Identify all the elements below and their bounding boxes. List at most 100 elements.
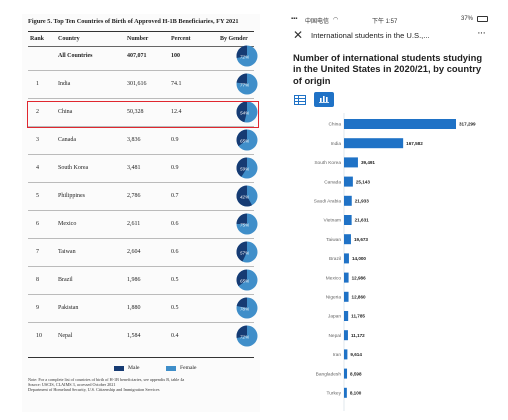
pie-male-slice xyxy=(236,101,247,123)
pie-female-label: 57% xyxy=(240,251,249,256)
gender-pie: 42% xyxy=(236,185,258,207)
category-label: Mexico xyxy=(326,275,342,281)
gender-pie: 72% xyxy=(236,325,258,347)
category-label: Iran xyxy=(333,352,342,358)
bar xyxy=(344,349,348,360)
cell-percent: 100 xyxy=(171,53,180,59)
row-divider xyxy=(28,210,254,211)
table-header: Rank Country Number Percent By Gender xyxy=(28,34,254,46)
pie-female-label: 42% xyxy=(240,195,249,200)
category-label: Nepal xyxy=(328,333,341,339)
more-icon[interactable]: ··· xyxy=(477,27,486,39)
source-note: Note: For a complete list of countries o… xyxy=(28,377,258,392)
page-title-bar: International students in the U.S.,... xyxy=(311,31,430,40)
row-divider xyxy=(28,294,254,295)
table-icon[interactable] xyxy=(294,95,306,105)
cell-percent: 74.1 xyxy=(171,81,182,87)
category-label: South Korea xyxy=(314,160,341,166)
cell-rank: 6 xyxy=(36,221,39,227)
header-country: Country xyxy=(58,36,80,42)
cell-rank: 8 xyxy=(36,277,39,283)
bar-chart: China 317,299 India 167,582 South Korea 39,49… xyxy=(314,113,476,411)
bar xyxy=(344,215,352,225)
table-row: 4 South Korea 3,481 0.9 59% xyxy=(28,154,258,182)
battery-label: 37% xyxy=(461,16,474,22)
row-divider xyxy=(28,322,254,323)
pie-male-slice xyxy=(236,269,247,287)
carrier-label: 中国电信 xyxy=(305,19,330,25)
battery-icon xyxy=(477,16,488,22)
value-label: 11,785 xyxy=(351,314,365,319)
pie-male-slice xyxy=(236,325,247,338)
pie-male-slice xyxy=(236,73,247,84)
bar xyxy=(344,272,349,283)
row-divider xyxy=(28,98,254,99)
cell-country: Mexico xyxy=(58,221,77,227)
cell-number: 3,481 xyxy=(127,165,141,171)
bar xyxy=(344,157,358,168)
highlight-box xyxy=(27,101,259,128)
pie-female-label: 72% xyxy=(240,335,249,340)
value-label: 167,582 xyxy=(406,141,423,146)
value-label: 9,614 xyxy=(350,352,362,357)
value-label: 21,933 xyxy=(355,199,369,204)
value-label: 317,299 xyxy=(459,122,476,127)
gender-pie: 54% xyxy=(236,101,258,123)
cell-number: 1,880 xyxy=(127,305,141,311)
close-icon[interactable]: ✕ xyxy=(293,28,304,42)
bar xyxy=(344,195,352,206)
cell-number: 301,616 xyxy=(127,81,147,87)
table-row: 8 Brazil 1,986 0.5 65% xyxy=(28,266,258,294)
pie-male-slice xyxy=(236,241,247,262)
cell-number: 2,611 xyxy=(127,221,141,227)
bar xyxy=(344,176,353,187)
bar xyxy=(344,387,347,398)
table-row: 1 India 301,616 74.1 77% xyxy=(28,70,258,98)
cell-rank: 1 xyxy=(36,81,39,87)
status-bar: ▪▪▪ 中国电信 ◠ 下午 1:57 37% xyxy=(287,13,493,26)
gender-pie: 75% xyxy=(236,213,258,235)
cell-country: Nepal xyxy=(58,333,73,339)
pie-female-label: 59% xyxy=(240,167,249,172)
table-row: All Countries 407,071 100 72% xyxy=(28,42,258,70)
cell-percent: 12.4 xyxy=(171,109,182,115)
table-row: 2 China 50,328 12.4 54% xyxy=(28,98,258,126)
pie-female-label: 78% xyxy=(240,307,249,312)
category-label: India xyxy=(331,141,342,147)
divider xyxy=(28,31,254,32)
bar-chart-button[interactable] xyxy=(314,92,334,107)
browser-topbar: ✕ International students in the U.S.,...… xyxy=(287,26,493,46)
cell-percent: 0.5 xyxy=(171,305,179,311)
header-percent: Percent xyxy=(171,36,191,42)
cell-number: 2,786 xyxy=(127,193,141,199)
cell-percent: 0.6 xyxy=(171,221,179,227)
header-number: Number xyxy=(127,36,149,42)
table-row: 5 Philippines 2,786 0.7 42% xyxy=(28,182,258,210)
cell-number: 50,328 xyxy=(127,109,144,115)
pie-male-slice xyxy=(236,129,247,147)
legend-male-label: Male xyxy=(128,365,140,371)
header-gender: By Gender xyxy=(220,36,248,42)
category-label: Vietnam xyxy=(323,218,341,224)
row-divider xyxy=(28,154,254,155)
gender-pie: 57% xyxy=(236,241,258,263)
category-label: Nigeria xyxy=(326,295,342,301)
legend-male-swatch xyxy=(114,366,124,371)
table-row: 10 Nepal 1,584 0.4 72% xyxy=(28,322,258,350)
signal-icon: ▪▪▪ xyxy=(291,16,298,22)
pie-male-slice xyxy=(236,185,253,207)
category-label: Brazil xyxy=(329,256,341,262)
note-line: Source: USCIS, CLAIMS 3, accessed Octobe… xyxy=(28,382,116,387)
cell-number: 1,986 xyxy=(127,277,141,283)
row-divider xyxy=(28,126,254,127)
row-divider xyxy=(28,238,254,239)
cell-country: Taiwan xyxy=(58,249,76,255)
bar xyxy=(344,368,348,379)
value-label: 8,598 xyxy=(350,371,362,376)
cell-percent: 0.7 xyxy=(171,193,179,199)
gender-pie: 77% xyxy=(236,73,258,95)
table-row: 6 Mexico 2,611 0.6 75% xyxy=(28,210,258,238)
value-label: 21,631 xyxy=(355,218,369,223)
pie-female-label: 65% xyxy=(240,139,249,144)
chart-title: Number of international students studyin… xyxy=(293,52,483,86)
